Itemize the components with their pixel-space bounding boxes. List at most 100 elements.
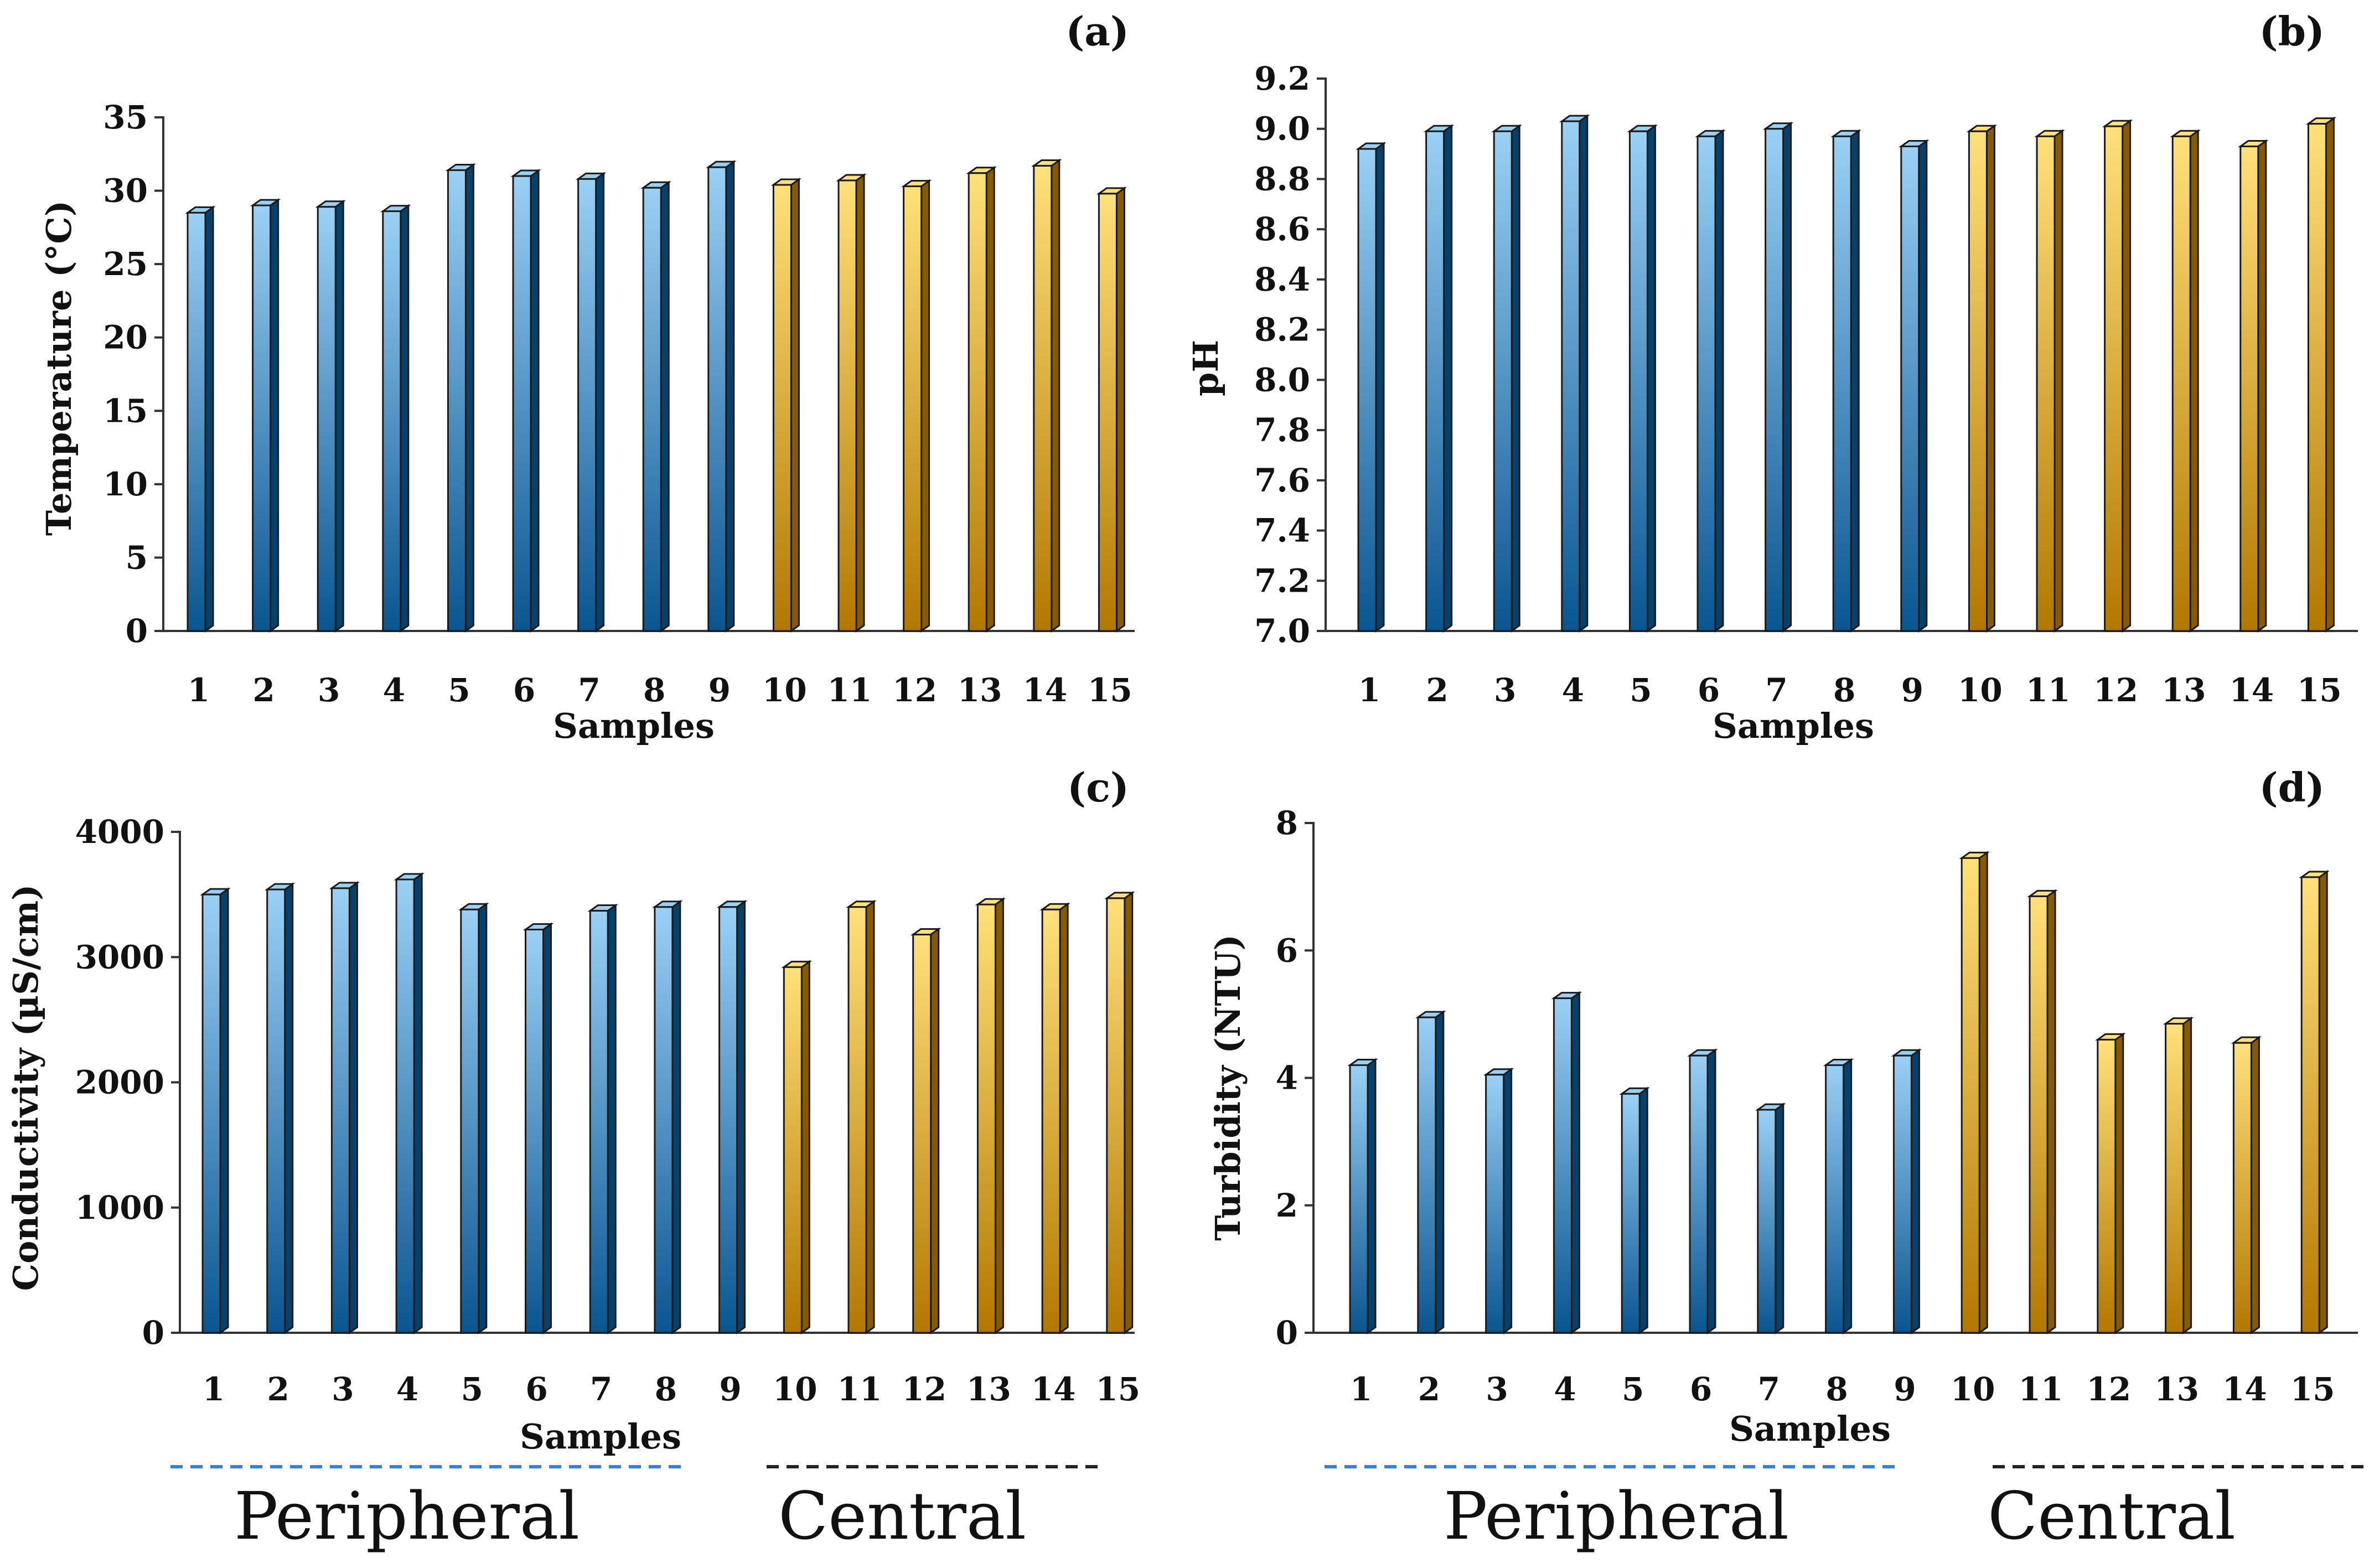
bar-a-3 bbox=[315, 199, 346, 633]
bar-b-12 bbox=[2102, 119, 2133, 633]
x-tick-label: 6 bbox=[1690, 1370, 1712, 1408]
bar-b-3 bbox=[1491, 124, 1522, 633]
bar-front-face bbox=[1349, 1064, 1369, 1334]
bar-side-face bbox=[219, 887, 229, 1334]
x-tick-label: 9 bbox=[719, 1370, 741, 1408]
bar-side-face bbox=[1646, 124, 1656, 633]
bar-side-face bbox=[985, 165, 995, 633]
y-tick-label: 8 bbox=[1276, 804, 1298, 842]
y-tick-label: 9.0 bbox=[1254, 110, 1310, 148]
bar-c-1 bbox=[200, 887, 231, 1334]
y-tick-label: 8.4 bbox=[1254, 261, 1310, 298]
bar-a-11 bbox=[836, 173, 867, 633]
y-tick-label: 0 bbox=[142, 1314, 164, 1352]
x-tick-label: 12 bbox=[2093, 671, 2138, 709]
bar-side-face bbox=[542, 922, 552, 1334]
bar-front-face bbox=[2307, 123, 2327, 632]
bar-side-face bbox=[413, 872, 423, 1334]
x-tick-label: 5 bbox=[448, 671, 470, 709]
bar-side-face bbox=[334, 199, 344, 633]
y-tick-label: 20 bbox=[103, 319, 148, 356]
bar-side-face bbox=[2250, 1036, 2260, 1334]
bar-c-14 bbox=[1039, 902, 1070, 1334]
x-tick-label: 7 bbox=[1758, 1370, 1780, 1408]
bar-front-face bbox=[1493, 130, 1513, 632]
x-tick-label: 14 bbox=[2229, 671, 2274, 709]
bar-front-face bbox=[589, 910, 609, 1334]
bar-front-face bbox=[642, 187, 662, 632]
bar-front-face bbox=[1553, 997, 1573, 1334]
bar-a-8 bbox=[640, 180, 671, 633]
x-tick-label: 2 bbox=[267, 1370, 289, 1408]
bar-side-face bbox=[464, 163, 474, 633]
bar-b-15 bbox=[2305, 116, 2337, 633]
x-tick-label: 4 bbox=[1554, 1370, 1576, 1408]
bar-side-face bbox=[270, 198, 280, 633]
bar-side-face bbox=[736, 899, 746, 1334]
x-tick-label: 13 bbox=[2154, 1370, 2199, 1408]
x-axis-title-a: Samples bbox=[553, 706, 715, 746]
x-tick-label: 3 bbox=[332, 1370, 354, 1408]
bar-front-face bbox=[2036, 135, 2056, 632]
bar-front-face bbox=[837, 179, 857, 632]
bar-front-face bbox=[382, 210, 402, 632]
bar-c-11 bbox=[846, 899, 877, 1334]
bar-side-face bbox=[1850, 129, 1860, 633]
x-tick-label: 1 bbox=[203, 1370, 225, 1408]
bar-a-7 bbox=[575, 172, 607, 633]
bar-c-7 bbox=[587, 903, 618, 1334]
bar-side-face bbox=[1910, 1048, 1920, 1334]
bar-c-4 bbox=[394, 872, 425, 1334]
bar-side-face bbox=[671, 899, 681, 1334]
bar-front-face bbox=[2097, 1038, 2117, 1334]
bar-d-1 bbox=[1347, 1058, 1378, 1334]
bar-side-face bbox=[660, 180, 670, 633]
x-tick-label: 10 bbox=[1958, 671, 2003, 709]
x-tick-label: 8 bbox=[1833, 671, 1855, 709]
bar-d-10 bbox=[1959, 851, 1990, 1334]
bar-b-10 bbox=[1966, 124, 1998, 633]
bar-front-face bbox=[903, 185, 923, 632]
bar-d-3 bbox=[1483, 1067, 1514, 1334]
bar-side-face bbox=[1918, 139, 1928, 633]
bar-front-face bbox=[654, 906, 674, 1334]
peripheral-label: Peripheral bbox=[1444, 1478, 1789, 1554]
bar-front-face bbox=[912, 934, 932, 1334]
y-tick-label: 7.2 bbox=[1254, 562, 1310, 599]
bar-side-face bbox=[1124, 891, 1134, 1334]
x-tick-label: 1 bbox=[1350, 1370, 1372, 1408]
bar-front-face bbox=[2104, 125, 2124, 632]
y-tick-label: 8.8 bbox=[1254, 160, 1310, 198]
x-tick-label: 7 bbox=[1765, 671, 1787, 709]
x-tick-label: 2 bbox=[1418, 1370, 1440, 1408]
bar-front-face bbox=[447, 169, 467, 632]
bar-d-5 bbox=[1619, 1086, 1650, 1334]
bar-a-15 bbox=[1096, 186, 1127, 633]
bar-front-face bbox=[1485, 1074, 1505, 1334]
bar-b-11 bbox=[2034, 129, 2065, 633]
bar-front-face bbox=[2171, 135, 2191, 632]
bar-a-10 bbox=[770, 178, 802, 633]
bar-a-12 bbox=[901, 179, 932, 633]
bar-front-face bbox=[2165, 1023, 2185, 1334]
x-tick-label: 12 bbox=[2086, 1370, 2131, 1408]
bar-side-face bbox=[2325, 116, 2335, 633]
y-tick-label: 25 bbox=[103, 245, 148, 283]
bar-d-6 bbox=[1687, 1048, 1718, 1334]
bar-front-face bbox=[1561, 120, 1581, 632]
x-tick-label: 13 bbox=[958, 671, 1002, 709]
panel-label-b: (b) bbox=[2259, 8, 2325, 55]
bar-c-13 bbox=[975, 897, 1006, 1334]
x-axis-title-d: Samples bbox=[1729, 1409, 1891, 1449]
bar-front-face bbox=[1425, 130, 1445, 632]
bar-side-face bbox=[595, 172, 605, 633]
x-tick-label: 6 bbox=[1698, 671, 1720, 709]
x-tick-label: 5 bbox=[1622, 1370, 1644, 1408]
x-tick-label: 14 bbox=[2222, 1370, 2267, 1408]
y-tick-label: 4000 bbox=[75, 813, 164, 851]
bar-side-face bbox=[2046, 889, 2056, 1334]
bar-b-14 bbox=[2238, 139, 2269, 633]
bar-a-5 bbox=[445, 163, 477, 633]
bar-c-2 bbox=[265, 882, 296, 1334]
